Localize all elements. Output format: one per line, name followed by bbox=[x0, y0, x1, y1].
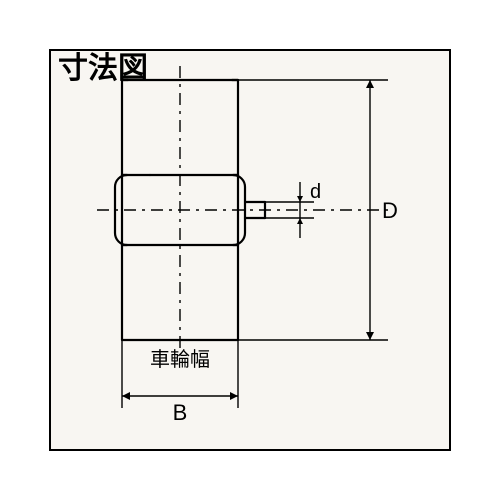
dimension-diagram: 寸法図Dd車輪幅B bbox=[0, 0, 500, 500]
dim-B-label: B bbox=[173, 400, 188, 425]
dim-d-label: d bbox=[310, 181, 321, 203]
panel-border bbox=[50, 50, 450, 450]
dim-D-label: D bbox=[382, 198, 398, 223]
wheel-width-label: 車輪幅 bbox=[150, 348, 210, 371]
